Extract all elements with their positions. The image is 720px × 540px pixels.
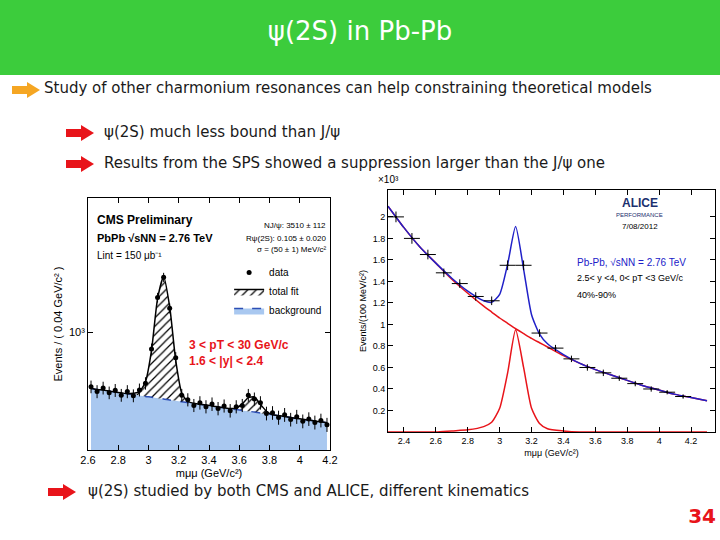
svg-text:2.8: 2.8 <box>111 454 126 466</box>
svg-text:3: 3 <box>145 454 151 466</box>
svg-text:σ = (50 ± 1) MeV/c²: σ = (50 ± 1) MeV/c² <box>257 245 326 254</box>
svg-text:data: data <box>269 267 289 278</box>
svg-text:2.8: 2.8 <box>462 436 475 446</box>
svg-text:3.6: 3.6 <box>589 436 602 446</box>
svg-text:4: 4 <box>297 454 303 466</box>
html-text:Results from the SPS showed a: Results from the SPS showed a suppressio… <box>104 154 605 172</box>
html-text:Study of other charmonium reso: Study of other charmonium resonances can… <box>44 79 652 97</box>
svg-text:3.8: 3.8 <box>262 454 277 466</box>
svg-text:3.2: 3.2 <box>525 436 538 446</box>
svg-text:background: background <box>269 305 321 316</box>
svg-text:mμμ (GeV/c²): mμμ (GeV/c²) <box>176 467 242 479</box>
svg-text:3: 3 <box>497 436 502 446</box>
svg-text:mμμ (GeV/c²): mμμ (GeV/c²) <box>524 448 578 458</box>
svg-text:3.4: 3.4 <box>557 436 570 446</box>
svg-text:1.2: 1.2 <box>373 298 386 308</box>
svg-text:1: 1 <box>380 320 385 330</box>
svg-text:1.8: 1.8 <box>373 234 386 244</box>
svg-text:1.4: 1.4 <box>373 277 386 287</box>
svg-text:NJ/ψ: 3510 ± 112: NJ/ψ: 3510 ± 112 <box>264 221 326 230</box>
svg-text:3.2: 3.2 <box>171 454 186 466</box>
svg-text:10³: 10³ <box>69 326 85 338</box>
svg-text:4.2: 4.2 <box>685 436 698 446</box>
html-text:ψ(2S) much less bound than J/ψ: ψ(2S) much less bound than J/ψ <box>104 123 341 141</box>
svg-text:0.4: 0.4 <box>373 384 386 394</box>
svg-text:2: 2 <box>380 212 385 222</box>
svg-text:0.6: 0.6 <box>373 363 386 373</box>
svg-text:1.6: 1.6 <box>373 255 386 265</box>
svg-text:Lint = 150 μb⁻¹: Lint = 150 μb⁻¹ <box>97 250 162 261</box>
svg-text:7/08/2012: 7/08/2012 <box>622 222 658 231</box>
svg-text:4: 4 <box>657 436 662 446</box>
html-text:34: 34 <box>688 504 716 528</box>
svg-text:×10³: ×10³ <box>378 174 399 185</box>
svg-text:3.6: 3.6 <box>232 454 247 466</box>
svg-text:4.2: 4.2 <box>322 454 337 466</box>
html-text:ψ(2S) in Pb-Pb: ψ(2S) in Pb-Pb <box>267 16 453 46</box>
svg-text:ALICE: ALICE <box>622 196 658 210</box>
svg-text:2.4: 2.4 <box>398 436 411 446</box>
svg-text:PbPb √sNN = 2.76 TeV: PbPb √sNN = 2.76 TeV <box>97 232 213 244</box>
svg-text:40%-90%: 40%-90% <box>577 290 616 300</box>
svg-text:0.8: 0.8 <box>373 341 386 351</box>
svg-text:2.6: 2.6 <box>80 454 95 466</box>
svg-text:1.6 < |y| < 2.4: 1.6 < |y| < 2.4 <box>189 354 263 368</box>
svg-text:Pb-Pb, √sNN = 2.76 TeV: Pb-Pb, √sNN = 2.76 TeV <box>577 257 686 268</box>
svg-text:Events/(100 MeV/c²): Events/(100 MeV/c²) <box>358 270 368 352</box>
svg-text:3.8: 3.8 <box>621 436 634 446</box>
html-text:ψ(2S) studied by both CMS and: ψ(2S) studied by both CMS and ALICE, dif… <box>88 482 530 500</box>
svg-text:Rψ(2S): 0.105 ± 0.020: Rψ(2S): 0.105 ± 0.020 <box>246 234 326 243</box>
svg-text:CMS Preliminary: CMS Preliminary <box>97 213 193 227</box>
svg-text:Events / ( 0.04 GeV/c² ): Events / ( 0.04 GeV/c² ) <box>52 267 64 382</box>
svg-text:3.4: 3.4 <box>201 454 216 466</box>
svg-text:total fit: total fit <box>269 286 299 297</box>
svg-text:2.5< y <4, 0< pT <3 GeV/c: 2.5< y <4, 0< pT <3 GeV/c <box>577 273 683 283</box>
svg-text:2.6: 2.6 <box>430 436 443 446</box>
svg-text:PERFORMANCE: PERFORMANCE <box>616 212 663 218</box>
svg-text:0.2: 0.2 <box>373 406 386 416</box>
svg-text:3 < pT < 30 GeV/c: 3 < pT < 30 GeV/c <box>189 338 289 352</box>
